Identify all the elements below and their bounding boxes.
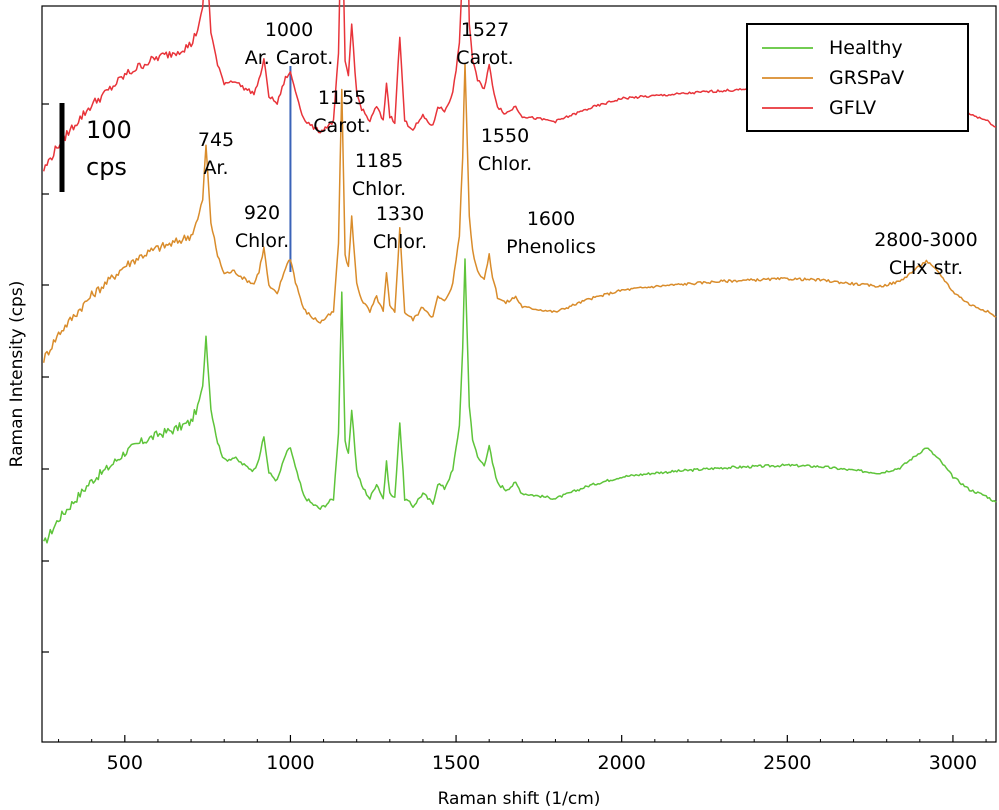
annotation-2900-line-1: CHx str.	[889, 257, 963, 279]
scale-bar-value: 100	[86, 116, 132, 144]
annotation-1600-line-0: 1600	[527, 208, 575, 230]
x-tick-label-2500: 2500	[763, 752, 811, 774]
annotation-1155-line-1: Carot.	[313, 115, 370, 137]
annotation-1155-line-0: 1155	[318, 87, 366, 109]
annotation-1550-line-1: Chlor.	[478, 153, 532, 175]
annotation-1185-line-0: 1185	[355, 150, 403, 172]
series-line-grspav	[42, 62, 997, 363]
annotation-1550-line-0: 1550	[481, 125, 529, 147]
annotation-1527-line-1: Carot.	[456, 47, 513, 69]
annotation-1000-line-1: Ar. Carot.	[245, 47, 334, 69]
x-axis-ticks: 500 1000 1500 2000 2500 3000	[58, 735, 987, 774]
x-tick-label-1500: 1500	[432, 752, 480, 774]
legend-label-healthy: Healthy	[829, 37, 903, 59]
scale-bar: 100 cps	[59, 103, 132, 192]
annotation-1330-line-1: Chlor.	[373, 231, 427, 253]
annotation-1330-line-0: 1330	[376, 203, 424, 225]
x-tick-label-2000: 2000	[598, 752, 646, 774]
annotation-745-line-0: 745	[198, 129, 234, 151]
annotation-1185-line-1: Chlor.	[352, 178, 406, 200]
y-axis-label: Raman Intensity (cps)	[7, 281, 27, 468]
plot-frame	[41, 5, 997, 743]
scale-bar-unit: cps	[86, 153, 127, 181]
x-tick-label-1000: 1000	[266, 752, 314, 774]
annotation-920-line-0: 920	[244, 202, 280, 224]
annotation-2900-line-0: 2800-3000	[874, 229, 978, 251]
annotation-920-line-1: Chlor.	[235, 230, 289, 252]
legend: Healthy GRSPaV GFLV	[746, 23, 969, 132]
annotation-1600-line-1: Phenolics	[506, 236, 596, 258]
annotation-1527-line-0: 1527	[461, 19, 509, 41]
y-axis-ticks	[42, 103, 49, 653]
peak-annotations: 745 Ar. 920 Chlor. 1000 Ar. Carot. 1155 Carot. 1…	[198, 19, 978, 279]
legend-label-grspav: GRSPaV	[829, 67, 904, 89]
series-line-healthy	[43, 258, 997, 544]
annotation-745-line-1: Ar.	[203, 157, 228, 179]
annotation-1000-line-0: 1000	[265, 19, 313, 41]
legend-label-gflv: GFLV	[829, 97, 876, 119]
x-tick-label-500: 500	[107, 752, 143, 774]
x-tick-label-3000: 3000	[929, 752, 977, 774]
x-axis-label: Raman shift (1/cm)	[438, 789, 601, 809]
